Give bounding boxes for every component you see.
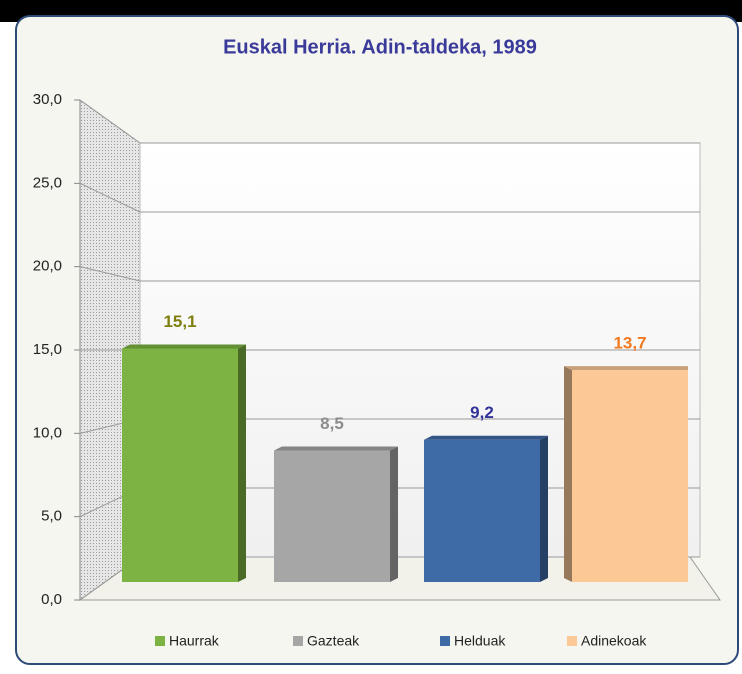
bar-side bbox=[564, 366, 572, 582]
grid-line bbox=[79, 99, 141, 144]
legend-label: Adinekoak bbox=[581, 633, 647, 649]
bar-side bbox=[390, 446, 398, 582]
bar-top bbox=[564, 366, 688, 371]
bar-side bbox=[540, 435, 548, 582]
y-tick-label: 10,0 bbox=[33, 424, 62, 441]
data-label: 8,5 bbox=[320, 414, 344, 433]
data-label: 13,7 bbox=[613, 334, 646, 353]
bar bbox=[122, 348, 238, 582]
grid-line bbox=[79, 266, 141, 282]
bar-top bbox=[424, 435, 548, 440]
legend-label: Haurrak bbox=[169, 633, 220, 649]
y-tick-label: 15,0 bbox=[33, 341, 62, 358]
legend-label: Gazteak bbox=[307, 633, 360, 649]
chart-title: Euskal Herria. Adin-taldeka, 1989 bbox=[223, 36, 537, 58]
y-tick-label: 0,0 bbox=[41, 591, 62, 608]
grid-line bbox=[79, 182, 141, 213]
bar bbox=[572, 370, 688, 582]
y-tick-label: 20,0 bbox=[33, 258, 62, 275]
legend-swatch bbox=[440, 636, 450, 646]
data-label: 9,2 bbox=[470, 403, 494, 422]
bar bbox=[424, 439, 540, 582]
y-tick-label: 30,0 bbox=[33, 91, 62, 108]
y-tick-label: 25,0 bbox=[33, 174, 62, 191]
bar-side bbox=[238, 344, 246, 582]
bar bbox=[274, 450, 390, 582]
legend-swatch bbox=[155, 636, 165, 646]
legend-swatch bbox=[567, 636, 577, 646]
bar-top bbox=[274, 446, 398, 451]
legend-swatch bbox=[293, 636, 303, 646]
bar-top bbox=[122, 344, 246, 349]
y-tick-label: 5,0 bbox=[41, 508, 62, 525]
data-label: 15,1 bbox=[163, 312, 196, 331]
legend-label: Helduak bbox=[454, 633, 506, 649]
